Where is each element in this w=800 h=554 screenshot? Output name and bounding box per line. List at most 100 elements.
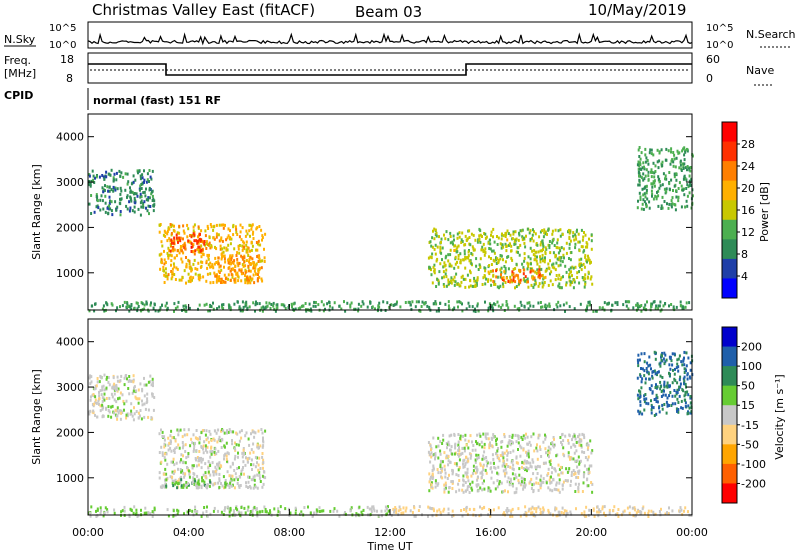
power-cell <box>166 251 169 255</box>
power-cell <box>170 259 173 263</box>
velocity-cell <box>484 468 487 472</box>
power-cell <box>580 263 583 267</box>
velocity-cell <box>135 410 138 413</box>
velocity-cell <box>687 404 690 408</box>
velocity-cell <box>165 472 168 476</box>
velocity-cell <box>246 460 249 464</box>
velocity-cell <box>511 433 514 437</box>
power-cell <box>494 303 497 307</box>
power-cell <box>543 281 546 284</box>
power-cell <box>471 253 474 257</box>
velocity-cell <box>575 441 578 444</box>
power-cell <box>119 197 121 201</box>
power-cell <box>578 249 581 253</box>
power-cell <box>249 269 252 273</box>
power-cell <box>502 276 505 280</box>
power-cell <box>129 206 132 210</box>
power-cell <box>196 247 199 251</box>
power-cell <box>529 257 532 261</box>
power-cell <box>688 179 691 183</box>
velocity-cell <box>525 511 528 515</box>
power-cell <box>206 224 209 228</box>
power-cell <box>650 152 653 156</box>
power-cell <box>641 202 644 206</box>
velocity-cell <box>453 452 456 456</box>
velocity-cell <box>229 479 232 483</box>
velocity-cell <box>102 384 105 388</box>
power-cell <box>208 236 211 240</box>
power-cell <box>158 230 161 234</box>
power-cell <box>495 262 498 265</box>
velocity-cell <box>475 465 478 469</box>
velocity-cell <box>554 508 557 512</box>
power-cell <box>509 275 512 279</box>
power-cell <box>172 262 175 266</box>
velocity-cell <box>639 410 642 414</box>
velocity-cell <box>597 514 600 518</box>
power-cell <box>488 305 491 309</box>
velocity-cell <box>145 511 148 515</box>
power-cell <box>173 273 176 276</box>
power-cell <box>553 244 556 247</box>
velocity-cell <box>89 409 92 413</box>
velocity-cell <box>161 430 164 434</box>
power-cell <box>203 240 206 243</box>
velocity-cell <box>504 489 506 493</box>
power-cell <box>529 237 532 241</box>
velocity-cell <box>553 437 555 441</box>
power-cell <box>206 253 209 257</box>
velocity-cell <box>641 377 644 381</box>
velocity-cell <box>184 472 187 476</box>
velocity-cell <box>394 506 397 509</box>
velocity-cell <box>533 449 536 453</box>
velocity-panel-frame <box>87 318 693 516</box>
power-cell <box>638 174 640 178</box>
power-cell <box>662 172 665 176</box>
power-cell <box>105 301 108 305</box>
velocity-cell <box>264 429 267 433</box>
power-cell <box>163 229 166 233</box>
power-cell <box>151 190 153 194</box>
velocity-cell <box>446 446 448 450</box>
velocity-cell <box>198 456 200 460</box>
power-cell <box>555 274 558 277</box>
velocity-cell <box>547 467 550 471</box>
velocity-cell <box>483 505 486 509</box>
velocity-cell <box>192 479 195 483</box>
velocity-cell <box>256 461 258 465</box>
velocity-cell <box>481 473 484 476</box>
power-cell <box>569 281 572 285</box>
power-cell <box>560 286 563 290</box>
velocity-cell <box>657 370 660 374</box>
power-cell <box>433 268 436 272</box>
velocity-cell <box>255 507 258 511</box>
power-cell <box>107 212 110 216</box>
velocity-cell <box>675 390 678 394</box>
velocity-cell <box>137 416 140 420</box>
power-cell <box>246 281 249 285</box>
velocity-cell <box>121 393 124 397</box>
velocity-cell <box>647 515 650 518</box>
velocity-cell <box>462 483 465 487</box>
power-cell <box>572 286 575 290</box>
velocity-cell <box>578 440 581 444</box>
velocity-cell <box>113 385 116 389</box>
power-cell <box>419 309 422 313</box>
power-cell <box>125 204 128 208</box>
power-cell <box>176 305 179 309</box>
velocity-cell <box>247 505 250 509</box>
velocity-cell <box>248 443 251 447</box>
velocity-cell <box>498 482 501 486</box>
power-cell <box>639 161 642 165</box>
power-cell <box>95 205 98 209</box>
power-cell <box>407 300 410 304</box>
velocity-cell <box>457 454 460 458</box>
velocity-cell <box>439 471 442 475</box>
velocity-cell <box>216 462 218 466</box>
power-cell <box>645 188 648 192</box>
power-cell <box>453 279 456 283</box>
power-cell <box>173 309 175 313</box>
power-cell <box>177 240 179 244</box>
power-cell <box>562 253 565 257</box>
velocity-colorbar-tick-label: -100 <box>741 458 766 471</box>
